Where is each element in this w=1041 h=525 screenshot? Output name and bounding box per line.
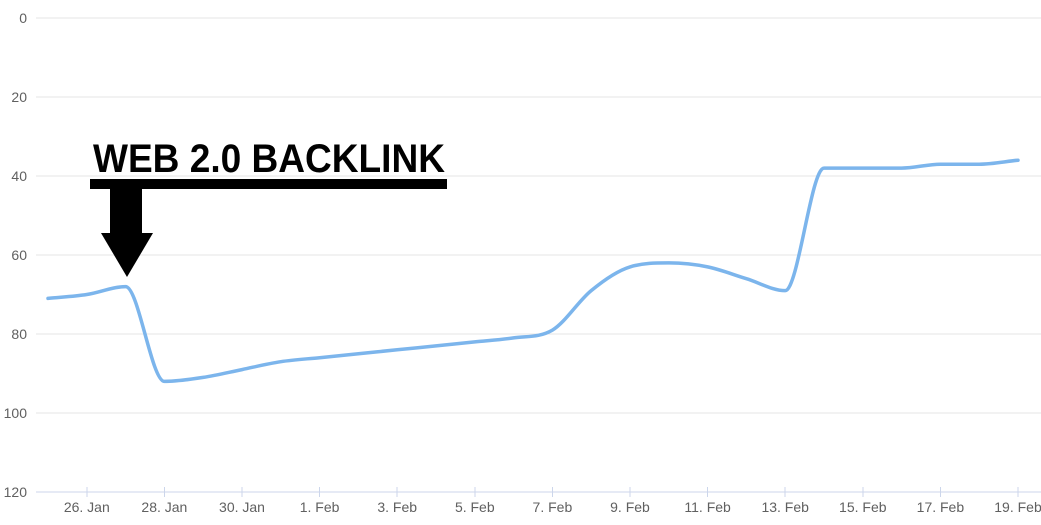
x-tick-label: 9. Feb (610, 499, 650, 515)
x-tick-label: 7. Feb (533, 499, 573, 515)
x-axis: 26. Jan 28. Jan 30. Jan 1. Feb 3. Feb 5. Feb 7… (64, 487, 1041, 515)
x-tick-label: 30. Jan (219, 499, 265, 515)
x-tick-label: 1. Feb (300, 499, 340, 515)
y-tick-label: 20 (11, 89, 27, 105)
gridlines (36, 17, 1041, 493)
annotation-label: WEB 2.0 BACKLINK (93, 137, 445, 181)
down-arrow-icon (101, 188, 153, 277)
ranking-series-line (46, 158, 1020, 384)
x-tick-label: 26. Jan (64, 499, 110, 515)
x-tick-label: 15. Feb (839, 499, 887, 515)
x-tick-label: 3. Feb (377, 499, 417, 515)
y-tick-label: 40 (11, 168, 27, 184)
annotation-callout: WEB 2.0 BACKLINK (90, 137, 447, 277)
annotation-underline (90, 179, 447, 189)
y-tick-label: 100 (4, 405, 28, 421)
y-tick-label: 60 (11, 247, 27, 263)
x-tick-label: 19. Feb (994, 499, 1041, 515)
y-tick-label: 80 (11, 326, 27, 342)
x-tick-label: 11. Feb (684, 499, 731, 515)
x-tick-label: 5. Feb (455, 499, 495, 515)
y-tick-label: 120 (4, 484, 28, 500)
x-tick-label: 28. Jan (141, 499, 187, 515)
y-tick-label: 0 (19, 10, 27, 26)
y-axis-labels: 0 20 40 60 80 100 120 (4, 10, 28, 500)
x-tick-label: 13. Feb (761, 499, 809, 515)
x-tick-label: 17. Feb (917, 499, 965, 515)
